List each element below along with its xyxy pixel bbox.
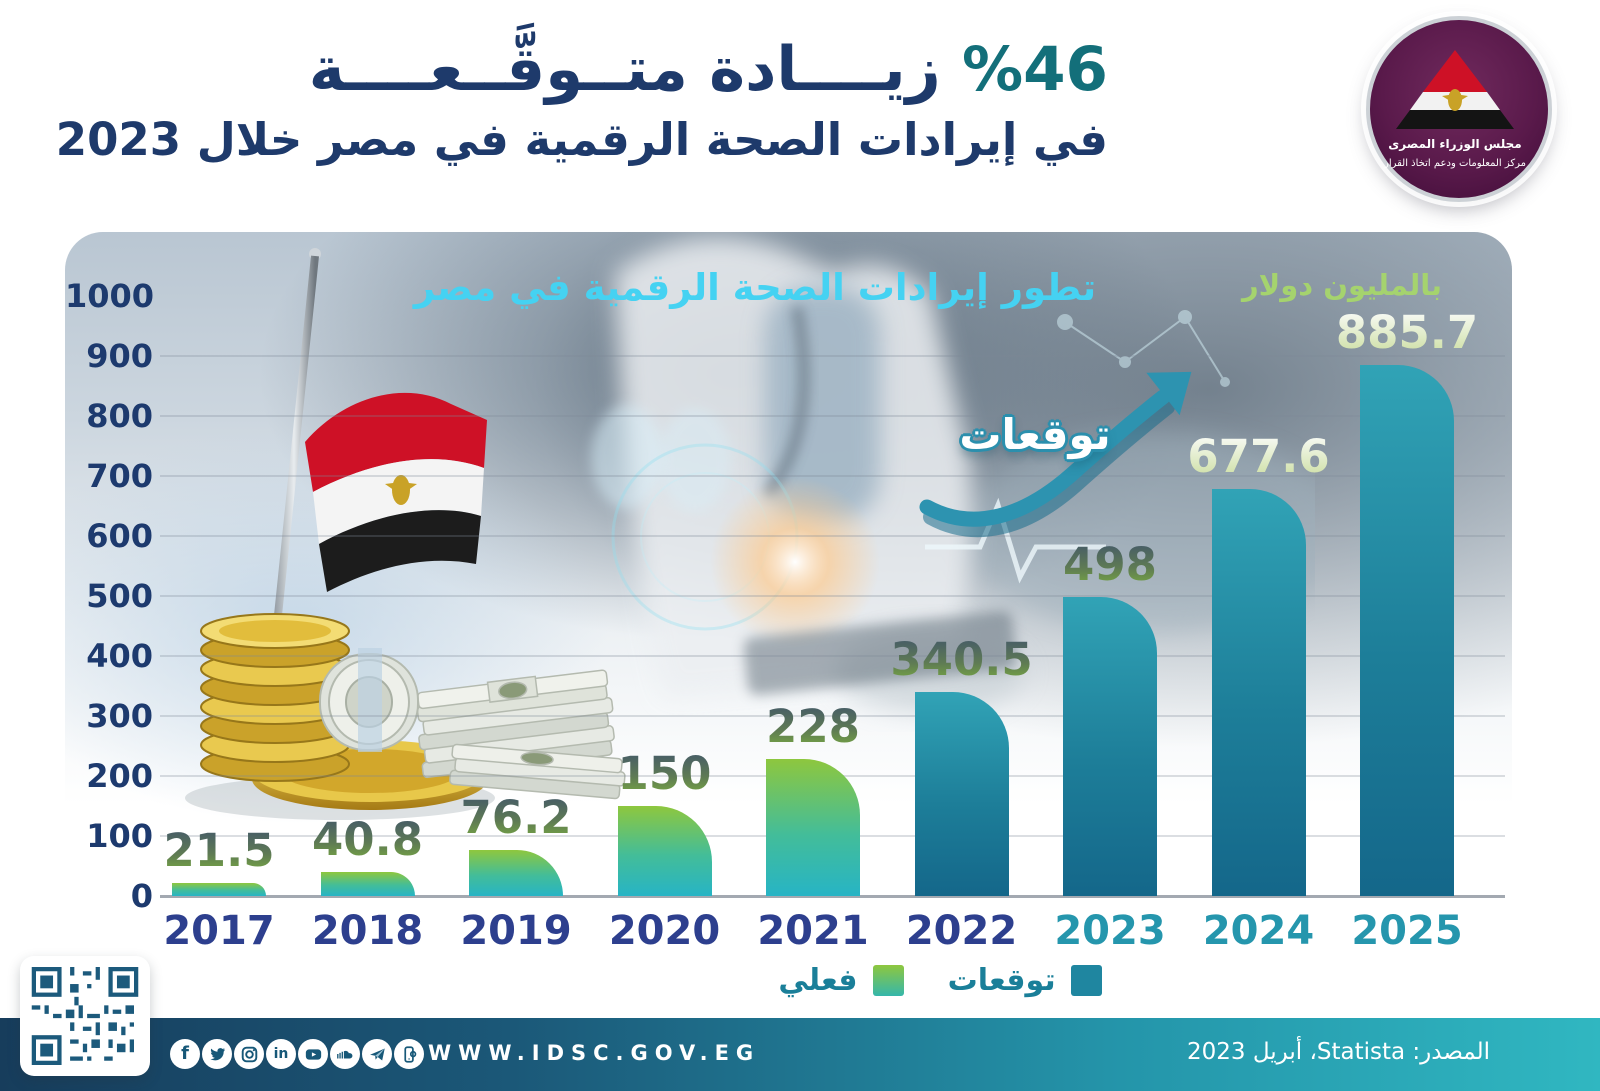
x-label-2024: 2024: [1202, 908, 1315, 948]
x-label-2021: 2021: [757, 908, 869, 948]
unit-label: بالمليون دولار: [1241, 268, 1442, 302]
bar-value-2019: 76.2: [436, 792, 596, 844]
legend-label-actual: فعلي: [778, 963, 858, 998]
y-tick-800: 800: [86, 397, 153, 435]
y-tick-700: 700: [86, 457, 153, 495]
qr-pattern: [31, 967, 139, 1065]
chart-legend: توقعات فعلي: [700, 963, 1180, 998]
bar-value-2021: 228: [733, 701, 893, 753]
x-label-2022: 2022: [905, 908, 1018, 948]
legend-item-forecast: توقعات: [948, 963, 1102, 998]
bar-2021: [766, 759, 860, 896]
forecast-annotation: توقعات: [959, 410, 1111, 459]
gridline-900: [160, 355, 1505, 357]
page-title: %46 زيــــادة متــوقَّــعــــة في إيرادا…: [56, 30, 1108, 166]
y-tick-1000: 1000: [65, 277, 155, 315]
mobile-icon[interactable]: [394, 1039, 424, 1069]
bar-2019: [469, 850, 563, 896]
twitter-icon[interactable]: [202, 1039, 232, 1069]
idsc-cabinet-logo: مجلس الوزراء المصرى مركز المعلومات ودعم …: [1352, 14, 1564, 202]
bar-2025: [1360, 364, 1454, 896]
x-label-2017: 2017: [163, 908, 275, 948]
bar-value-2023: 498: [1030, 539, 1190, 591]
y-tick-200: 200: [86, 757, 153, 795]
linkedin-icon[interactable]: in: [266, 1039, 296, 1069]
x-label-2019: 2019: [460, 908, 572, 948]
chart-title: تطور إيرادات الصحة الرقمية في مصر: [413, 266, 1097, 309]
legend-item-actual: فعلي: [778, 963, 904, 998]
x-label-2023: 2023: [1054, 908, 1166, 948]
x-axis-line: [160, 895, 1505, 898]
y-tick-300: 300: [86, 697, 153, 735]
eagle-icon: [1442, 89, 1468, 111]
bar-2023: [1063, 597, 1157, 896]
bar-value-2017: 21.5: [139, 825, 299, 877]
x-label-2020: 2020: [608, 908, 721, 948]
logo-emblem: مجلس الوزراء المصرى مركز المعلومات ودعم …: [1383, 50, 1526, 169]
source-text: المصدر: Statista، أبريل 2023: [1186, 1039, 1490, 1065]
logo-circle: [1366, 16, 1552, 202]
legend-label-forecast: توقعات: [947, 963, 1056, 998]
y-tick-0: 0: [130, 877, 153, 915]
legend-swatch-forecast: [1070, 965, 1102, 996]
x-label-2025: 2025: [1351, 908, 1463, 948]
bar-2022: [914, 691, 1009, 896]
y-tick-900: 900: [86, 337, 153, 375]
soundcloud-icon[interactable]: [330, 1039, 360, 1069]
telegram-icon[interactable]: [362, 1039, 392, 1069]
bar-value-2025: 885.7: [1327, 306, 1487, 359]
gridline-800: [160, 415, 1505, 417]
chart-card: تطور إيرادات الصحة الرقمية في مصر بالملي…: [65, 232, 1512, 948]
title-line1-text: زيــــادة متــوقَّــعــــة: [308, 34, 941, 105]
social-icons: f in: [170, 1039, 424, 1069]
y-tick-100: 100: [86, 817, 153, 855]
title-line1: %46 زيــــادة متــوقَّــعــــة: [56, 30, 1108, 109]
footer-bar: f in: [0, 1018, 1600, 1091]
y-tick-500: 500: [86, 577, 153, 615]
bar-2024: [1211, 489, 1306, 896]
x-label-2018: 2018: [311, 908, 424, 948]
bar-value-2022: 340.5: [882, 633, 1042, 686]
facebook-icon[interactable]: f: [170, 1039, 200, 1069]
bar-value-2020: 150: [585, 748, 745, 800]
logo-org-line1: مجلس الوزراء المصرى: [1388, 137, 1521, 152]
qr-code[interactable]: [20, 956, 150, 1076]
legend-swatch-actual: [872, 965, 904, 996]
gridline-300: [160, 715, 1505, 717]
website-link[interactable]: WWW.IDSC.GOV.EG: [428, 1041, 761, 1065]
y-tick-400: 400: [86, 637, 153, 675]
bar-value-2018: 40.8: [288, 813, 448, 866]
logo-org-line2: مركز المعلومات ودعم اتخاذ القرار: [1383, 158, 1526, 169]
instagram-icon[interactable]: [234, 1039, 264, 1069]
bar-2020: [617, 806, 712, 896]
y-tick-600: 600: [86, 517, 153, 555]
bar-2018: [320, 871, 415, 896]
title-percent: %46: [961, 34, 1108, 105]
youtube-icon[interactable]: [298, 1039, 328, 1069]
bar-2017: [172, 883, 266, 896]
bar-plot: 0 100 200 300 400 500 600 700 800 900 1000 21.5 2017…: [65, 232, 1512, 948]
title-line2: في إيرادات الصحة الرقمية في مصر خلال 202…: [55, 113, 1108, 167]
